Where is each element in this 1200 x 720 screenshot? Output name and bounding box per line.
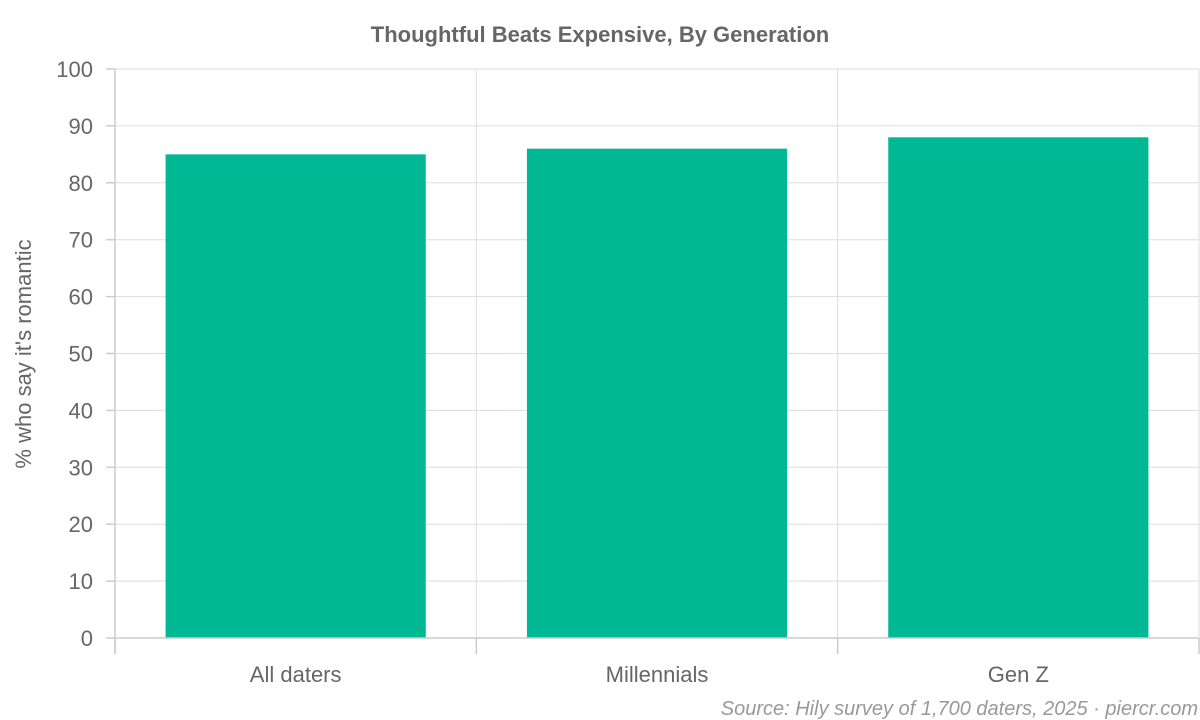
y-tick-label: 60 [69,285,93,310]
x-tick-label: Gen Z [988,662,1049,687]
x-tick-label: All daters [250,662,342,687]
x-tick-label: Millennials [606,662,709,687]
y-tick-label: 10 [69,569,93,594]
y-tick-label: 30 [69,455,93,480]
y-tick-label: 80 [69,171,93,196]
y-tick-label: 70 [69,228,93,253]
source-note: Source: Hily survey of 1,700 daters, 202… [721,698,1198,720]
y-tick-label: 20 [69,512,93,537]
y-tick-label: 40 [69,398,93,423]
bars [165,137,1149,638]
bar [165,154,426,638]
y-tick-label: 50 [69,342,93,367]
bar [526,148,788,638]
bar [888,137,1149,638]
chart-title: Thoughtful Beats Expensive, By Generatio… [371,22,829,47]
y-tick-label: 100 [56,57,93,82]
y-tick-label: 0 [81,626,93,651]
y-tick-label: 90 [69,114,93,139]
y-axis-title: % who say it's romantic [11,239,36,468]
axes [106,68,1200,654]
tick-labels: 0 10 20 30 40 50 60 70 80 90 100 All daters Millenni… [56,57,1049,687]
